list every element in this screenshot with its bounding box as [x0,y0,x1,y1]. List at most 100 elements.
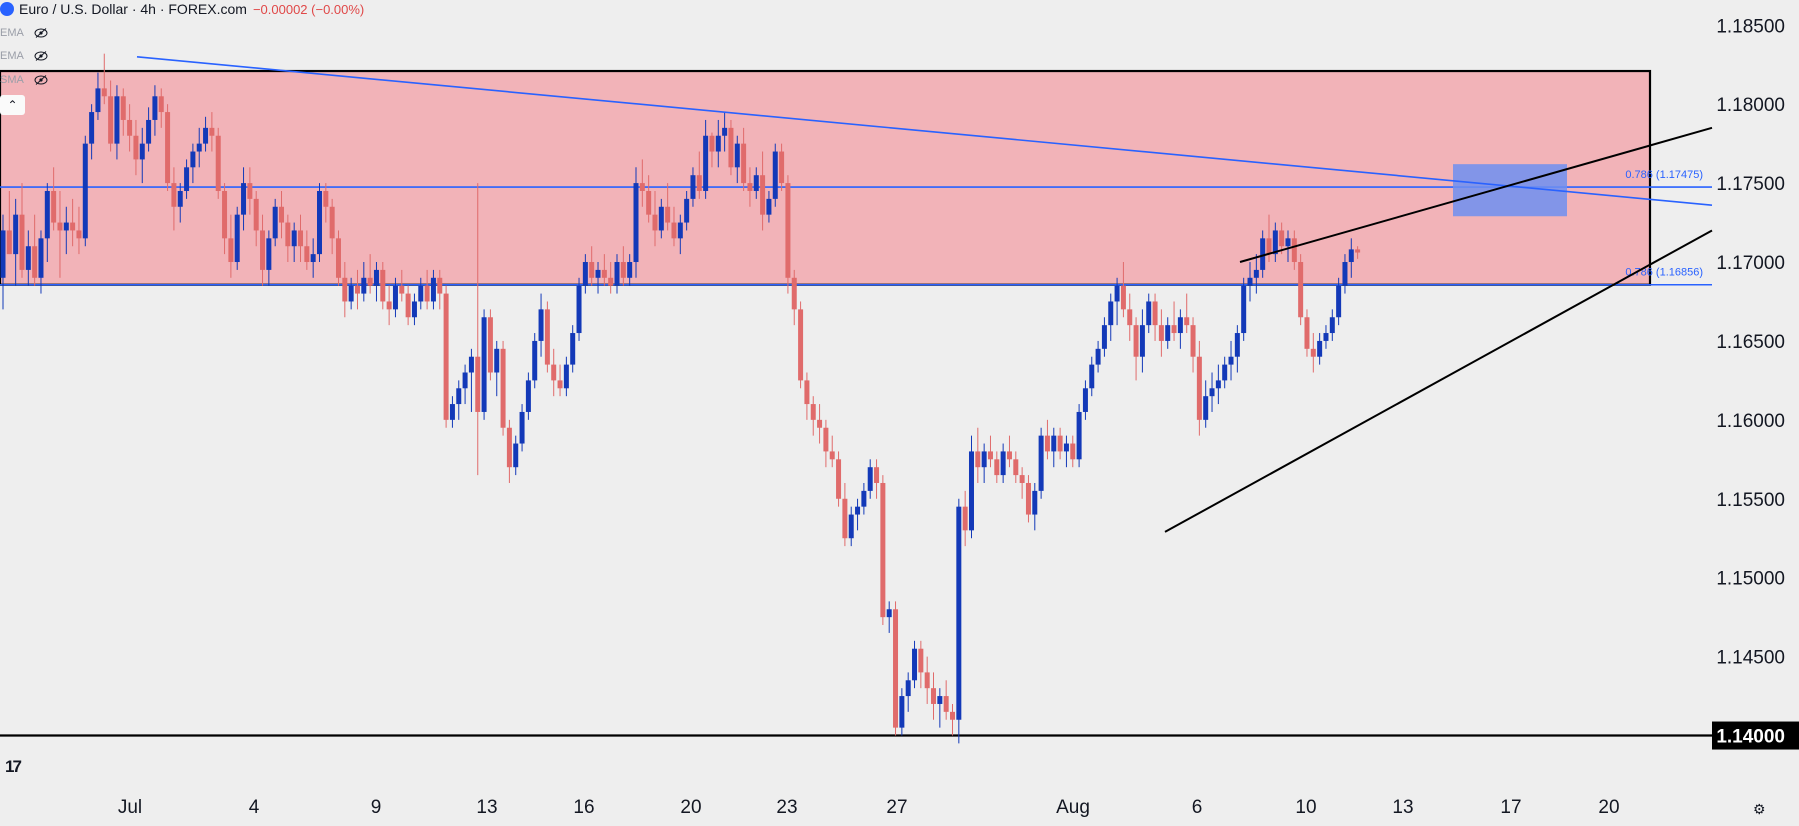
candle-body [931,688,937,704]
y-tick-label: 1.18000 [1716,95,1785,116]
candle-body [1234,333,1240,357]
candle-body [525,380,531,412]
candle-body [696,175,702,191]
candle-body [437,277,443,294]
x-tick-label: 13 [476,797,497,818]
candle-body [468,356,474,373]
candle-body [804,380,810,405]
candle-body [260,230,266,270]
candle-body [32,246,38,278]
candle-body [823,427,829,452]
candle-body [342,277,348,302]
candle-body [1101,325,1107,349]
indicator-ema-2[interactable]: EMA [0,47,48,65]
candle-body [462,372,468,389]
candle-body [741,143,747,184]
candle-body [798,309,804,381]
fib-label: 0.786 (1.16856) [1625,267,1703,279]
resistance-zone [0,69,1652,286]
x-tick-label: 20 [680,797,701,818]
candle-body [1019,475,1025,483]
candle-body [304,246,310,263]
candle-body [51,190,57,223]
candle-body [399,285,405,294]
candle-body [987,451,993,460]
candle-body [89,112,95,144]
symbol-header[interactable]: Euro / U.S. Dollar · 4h · FOREX.com −0.0… [0,0,364,18]
hidden-eye-icon[interactable] [34,28,48,38]
candle-body [1247,277,1253,286]
candle-body [753,175,759,191]
candle-body [614,262,620,286]
candle-body [1355,249,1361,253]
candle-body [82,143,88,239]
candle-body [861,490,867,507]
candle-body [690,175,696,199]
candle-body [715,135,721,152]
candle-body [63,222,69,231]
candle-body [0,230,6,278]
candle-body [772,151,778,199]
candle-body [323,190,329,207]
wedge-bottom-trendline [1164,229,1713,533]
x-tick-label: 4 [249,797,260,818]
candle-body [1139,325,1145,357]
candle-body [532,340,538,381]
candle-body [943,696,949,712]
hidden-eye-icon[interactable] [34,51,48,61]
gear-icon[interactable]: ⚙ [1753,801,1766,817]
candle-body [595,269,601,278]
candle-body [709,135,715,152]
y-tick-label: 1.14500 [1716,648,1785,669]
x-tick-label: Aug [1056,797,1090,818]
candle-body [481,317,487,412]
candle-body [652,214,658,231]
tv-logo-icon[interactable]: 17 [5,757,22,776]
candle-body [1120,285,1126,310]
candle-body [544,309,550,365]
x-tick-label: 16 [573,797,594,818]
x-tick-label: 17 [1500,797,1521,818]
indicator-sma[interactable]: SMA [0,71,48,89]
candle-body [513,443,519,468]
candle-body [836,459,842,499]
y-tick-label: 1.15500 [1716,490,1785,511]
candle-body [361,277,367,294]
y-tick-label: 1.17000 [1716,253,1785,274]
collapse-indicators-button[interactable]: ⌃ [0,95,25,115]
candle-body [1082,388,1088,412]
candle-body [1076,411,1082,460]
price-label: 1.14000 [1716,727,1785,748]
candle-body [1336,285,1342,318]
indicator-ema-1[interactable]: EMA [0,24,48,42]
candle-body [228,238,234,263]
candle-body [253,198,259,231]
candle-body [760,175,766,215]
candle-body [1228,356,1234,365]
candle-body [386,301,392,310]
indicator-label: EMA [0,50,24,62]
candle-body [70,222,76,231]
candle-body [551,364,557,381]
candle-body [184,167,190,191]
brand-logo-icon [0,2,14,16]
candle-body [1348,249,1354,263]
hidden-eye-icon[interactable] [34,75,48,85]
candle-body [658,206,664,231]
candle-body [1127,309,1133,326]
candle-body [684,198,690,223]
candle-body [1342,262,1348,286]
candle-body [449,404,455,420]
candle-body [1013,459,1019,476]
candle-body [1260,238,1266,270]
candle-body [950,711,955,720]
candle-body [57,222,63,231]
candle-body [981,451,987,468]
candle-body [924,672,930,689]
candle-body [405,293,411,318]
candle-body [241,183,247,215]
candle-body [456,388,462,405]
candle-body [367,277,373,286]
candle-body [1171,325,1177,334]
